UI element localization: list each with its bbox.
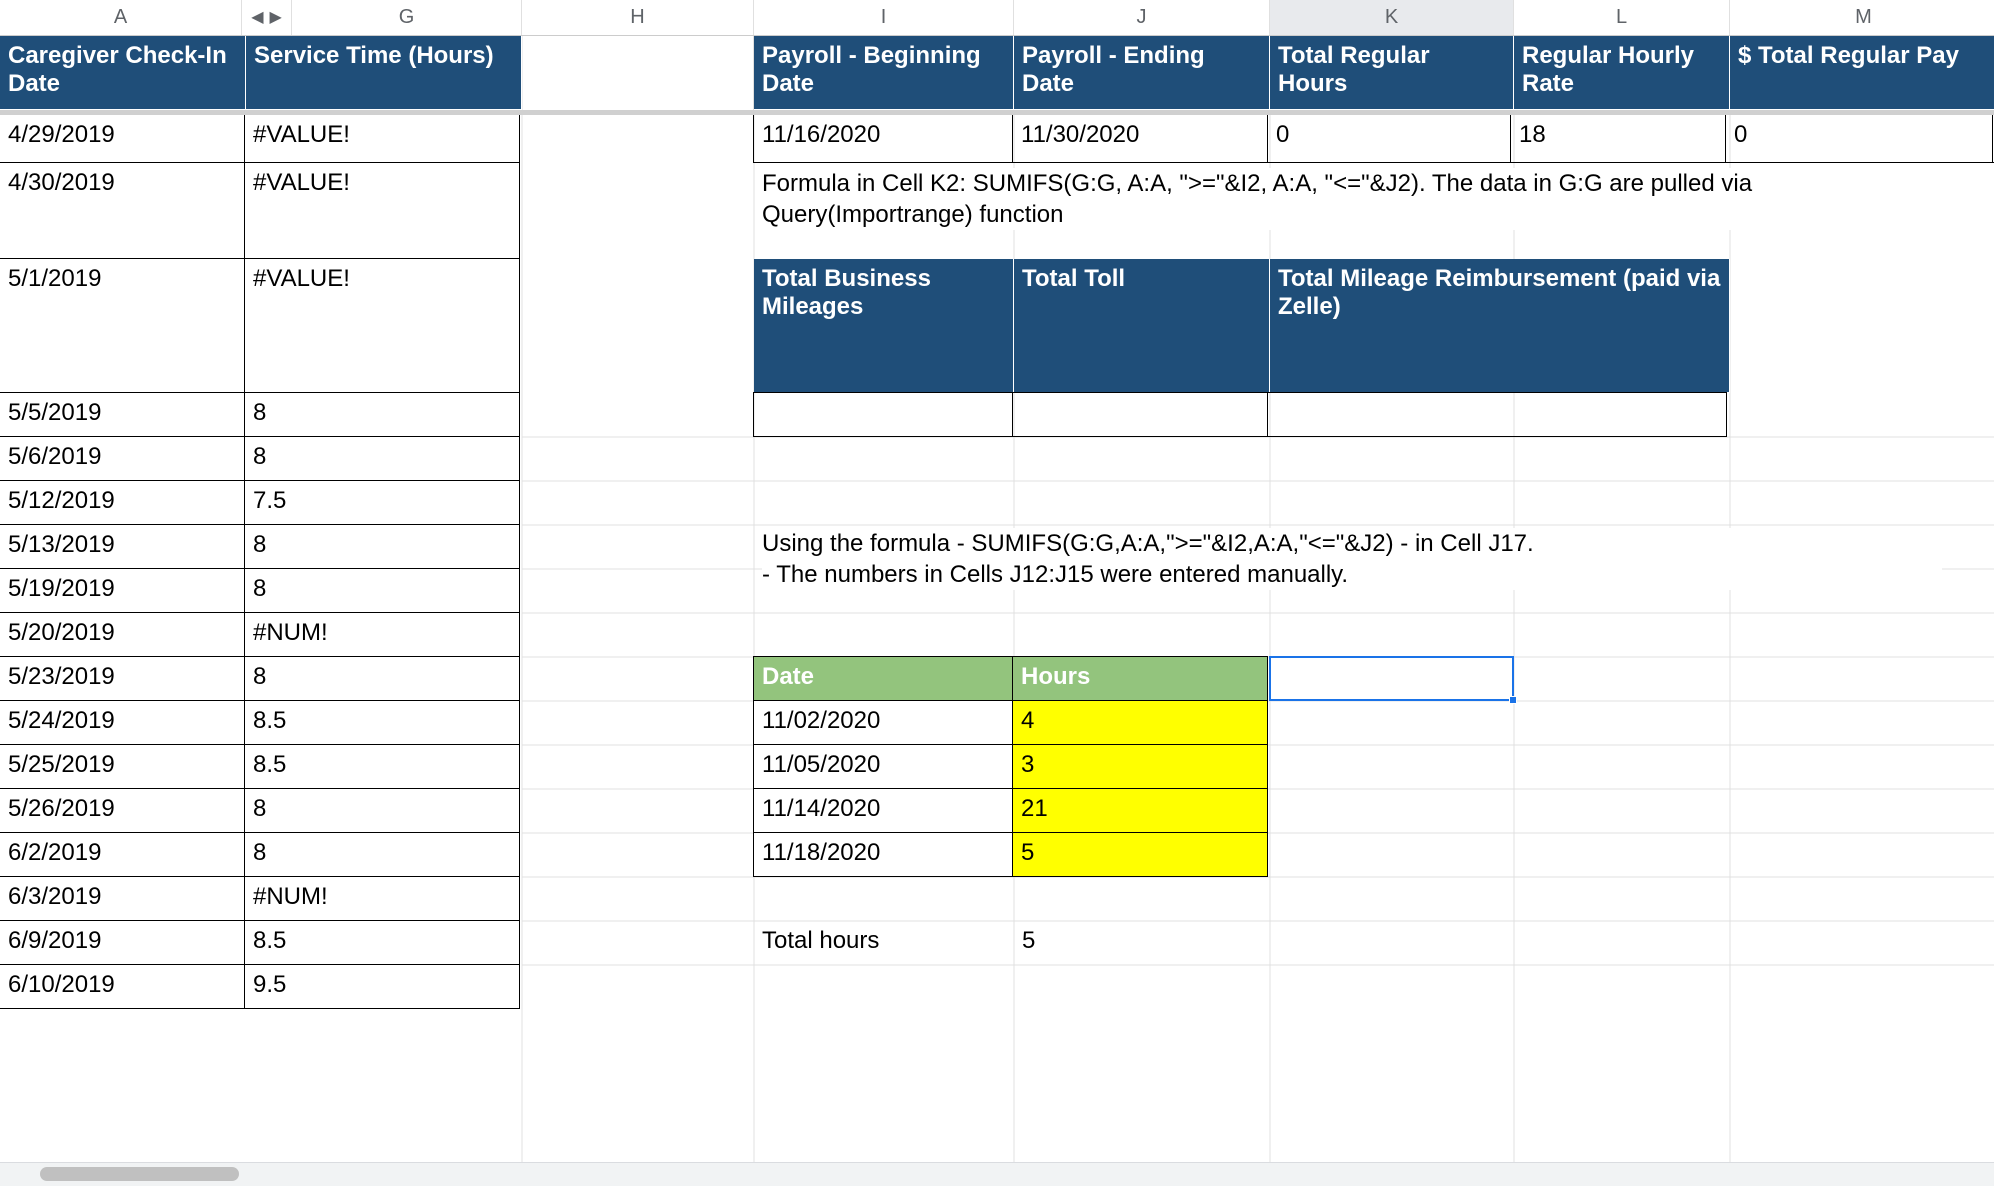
cell-date[interactable]: 5/26/2019 [0, 788, 245, 833]
sub-header-empty-row [754, 393, 1727, 437]
hdr-total-mileage-reimb[interactable]: Total Mileage Reimbursement (paid via Ze… [1270, 259, 1730, 393]
total-hours-label[interactable]: Total hours [754, 921, 1014, 965]
table-row: 11/02/20204 [754, 701, 1268, 745]
frozen-col-divider[interactable] [242, 0, 292, 1186]
cell-date[interactable]: 5/19/2019 [0, 568, 245, 613]
cell-hours[interactable]: 5 [1012, 832, 1268, 877]
cell-hours[interactable]: 4 [1012, 700, 1268, 745]
cell-date[interactable]: 5/6/2019 [0, 436, 245, 481]
cell-date[interactable]: 11/02/2020 [753, 700, 1013, 745]
hdr-payroll-begin[interactable]: Payroll - Beginning Date [754, 36, 1014, 110]
col-header-M[interactable]: M [1730, 0, 1994, 35]
cell-date[interactable]: 4/29/2019 [0, 114, 245, 163]
hdr-reg-hourly-rate[interactable]: Regular Hourly Rate [1514, 36, 1730, 110]
column-header-row: A ◀ ▶ G H I J K L M [0, 0, 1994, 36]
col-header-J[interactable]: J [1014, 0, 1270, 35]
cell-date[interactable]: 5/20/2019 [0, 612, 245, 657]
selection-fill-handle[interactable] [1509, 696, 1517, 704]
total-hours-row: Total hours 5 [754, 921, 1270, 965]
cell-date[interactable]: 5/12/2019 [0, 480, 245, 525]
hdr-caregiver-checkin[interactable]: Caregiver Check-In Date [0, 36, 246, 110]
cell-date[interactable]: 6/10/2019 [0, 964, 245, 1009]
cell-date[interactable]: 5/5/2019 [0, 392, 245, 437]
hdr-total-reg-hours[interactable]: Total Regular Hours [1270, 36, 1514, 110]
cell-mileages-val[interactable] [753, 392, 1013, 437]
cell-date[interactable]: 6/9/2019 [0, 920, 245, 965]
cell-date[interactable]: 5/25/2019 [0, 744, 245, 789]
formula-note-2[interactable]: Using the formula - SUMIFS(G:G,A:A,">="&… [762, 528, 1942, 590]
hours-table: 11/02/2020411/05/2020311/14/20202111/18/… [754, 701, 1268, 877]
total-hours-value[interactable]: 5 [1014, 921, 1270, 965]
cell-date[interactable]: 11/14/2020 [753, 788, 1013, 833]
col-header-L[interactable]: L [1514, 0, 1730, 35]
cell-H1[interactable] [522, 36, 754, 110]
header-row-1: Caregiver Check-In Date Service Time (Ho… [0, 36, 1994, 110]
hdr-total-reg-pay[interactable]: $ Total Regular Pay [1730, 36, 1994, 110]
col-header-A[interactable]: A [0, 0, 242, 35]
spreadsheet-grid[interactable]: A ◀ ▶ G H I J K L M Caregiver Check-In D… [0, 0, 1994, 1186]
payroll-data-row: 11/16/2020 11/30/2020 0 18 0 #N/ [754, 115, 1994, 163]
cell-date[interactable]: 11/05/2020 [753, 744, 1013, 789]
hdr-hours[interactable]: Hours [1012, 656, 1268, 701]
cell-L2[interactable]: 18 [1510, 114, 1726, 163]
formula-note-1[interactable]: Formula in Cell K2: SUMIFS(G:G, A:A, ">=… [762, 168, 1942, 230]
green-header-row: Date Hours [754, 657, 1268, 701]
cell-selection [1269, 656, 1514, 701]
col-header-G[interactable]: G [292, 0, 522, 35]
sub-header-row: Total Business Mileages Total Toll Total… [754, 259, 1730, 393]
cell-hours[interactable]: 3 [1012, 744, 1268, 789]
cell-date[interactable]: 5/1/2019 [0, 258, 245, 393]
cell-date[interactable]: 6/2/2019 [0, 832, 245, 877]
col-header-K[interactable]: K [1270, 0, 1514, 35]
cell-J2[interactable]: 11/30/2020 [1012, 114, 1268, 163]
cell-date[interactable]: 6/3/2019 [0, 876, 245, 921]
cell-hours[interactable]: 21 [1012, 788, 1268, 833]
col-header-I[interactable]: I [754, 0, 1014, 35]
table-row: 11/05/20203 [754, 745, 1268, 789]
cell-date[interactable]: 11/18/2020 [753, 832, 1013, 877]
cell-toll-val[interactable] [1012, 392, 1268, 437]
hdr-total-biz-mileages[interactable]: Total Business Mileages [754, 259, 1014, 393]
cell-date[interactable]: 5/13/2019 [0, 524, 245, 569]
horizontal-scrollbar[interactable] [0, 1162, 1994, 1186]
hdr-date[interactable]: Date [753, 656, 1013, 701]
cell-I2[interactable]: 11/16/2020 [753, 114, 1013, 163]
cell-date[interactable]: 4/30/2019 [0, 162, 245, 259]
scrollbar-thumb[interactable] [40, 1167, 239, 1181]
cell-K2[interactable]: 0 [1267, 114, 1511, 163]
hdr-total-toll[interactable]: Total Toll [1014, 259, 1270, 393]
cell-date[interactable]: 5/23/2019 [0, 656, 245, 701]
table-row: 11/18/20205 [754, 833, 1268, 877]
freeze-bar-horizontal[interactable] [0, 110, 1994, 115]
col-header-H[interactable]: H [522, 0, 754, 35]
table-row: 11/14/202021 [754, 789, 1268, 833]
cell-M2[interactable]: 0 [1725, 114, 1993, 163]
cell-reimb-val[interactable] [1267, 392, 1727, 437]
cell-date[interactable]: 5/24/2019 [0, 700, 245, 745]
hdr-payroll-end[interactable]: Payroll - Ending Date [1014, 36, 1270, 110]
